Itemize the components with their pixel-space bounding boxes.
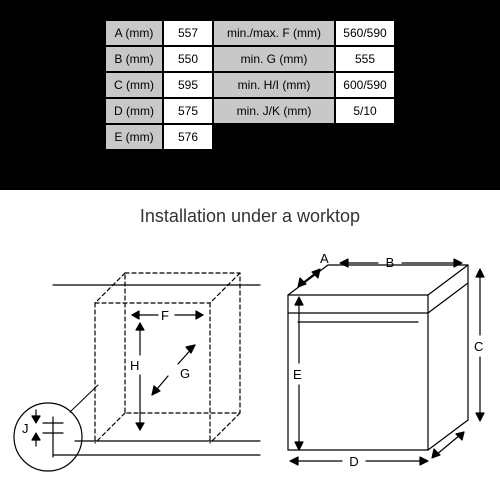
dim-label: A (mm): [105, 20, 163, 46]
label-C: C: [474, 339, 483, 354]
dim-label: min. J/K (mm): [213, 98, 335, 124]
label-A: A: [320, 251, 329, 266]
label-B: B: [386, 255, 395, 270]
label-D: D: [349, 454, 358, 469]
dim-label: min./max. F (mm): [213, 20, 335, 46]
dim-value: 550: [163, 46, 213, 72]
dim-value: 560/590: [335, 20, 395, 46]
dimension-table: A (mm)B (mm)C (mm)D (mm)E (mm) 557550595…: [105, 20, 395, 150]
dimension-table-bar: A (mm)B (mm)C (mm)D (mm)E (mm) 557550595…: [0, 0, 500, 190]
dim-value: 575: [163, 98, 213, 124]
dim-label: D (mm): [105, 98, 163, 124]
label-G: G: [180, 366, 190, 381]
dim-label: C (mm): [105, 72, 163, 98]
caption: Installation under a worktop: [0, 206, 500, 227]
label-J: J: [22, 421, 29, 436]
label-H: H: [130, 358, 139, 373]
dim-label: min. H/I (mm): [213, 72, 335, 98]
dim-value: 555: [335, 46, 395, 72]
dim-value: 600/590: [335, 72, 395, 98]
dim-label: B (mm): [105, 46, 163, 72]
label-E: E: [293, 367, 302, 382]
label-F: F: [161, 308, 169, 323]
installation-diagram: F H G J: [0, 245, 500, 500]
dim-value: 576: [163, 124, 213, 150]
dim-label: E (mm): [105, 124, 163, 150]
dim-label: min. G (mm): [213, 46, 335, 72]
dim-value: 557: [163, 20, 213, 46]
dim-value: 5/10: [335, 98, 395, 124]
dim-value: 595: [163, 72, 213, 98]
